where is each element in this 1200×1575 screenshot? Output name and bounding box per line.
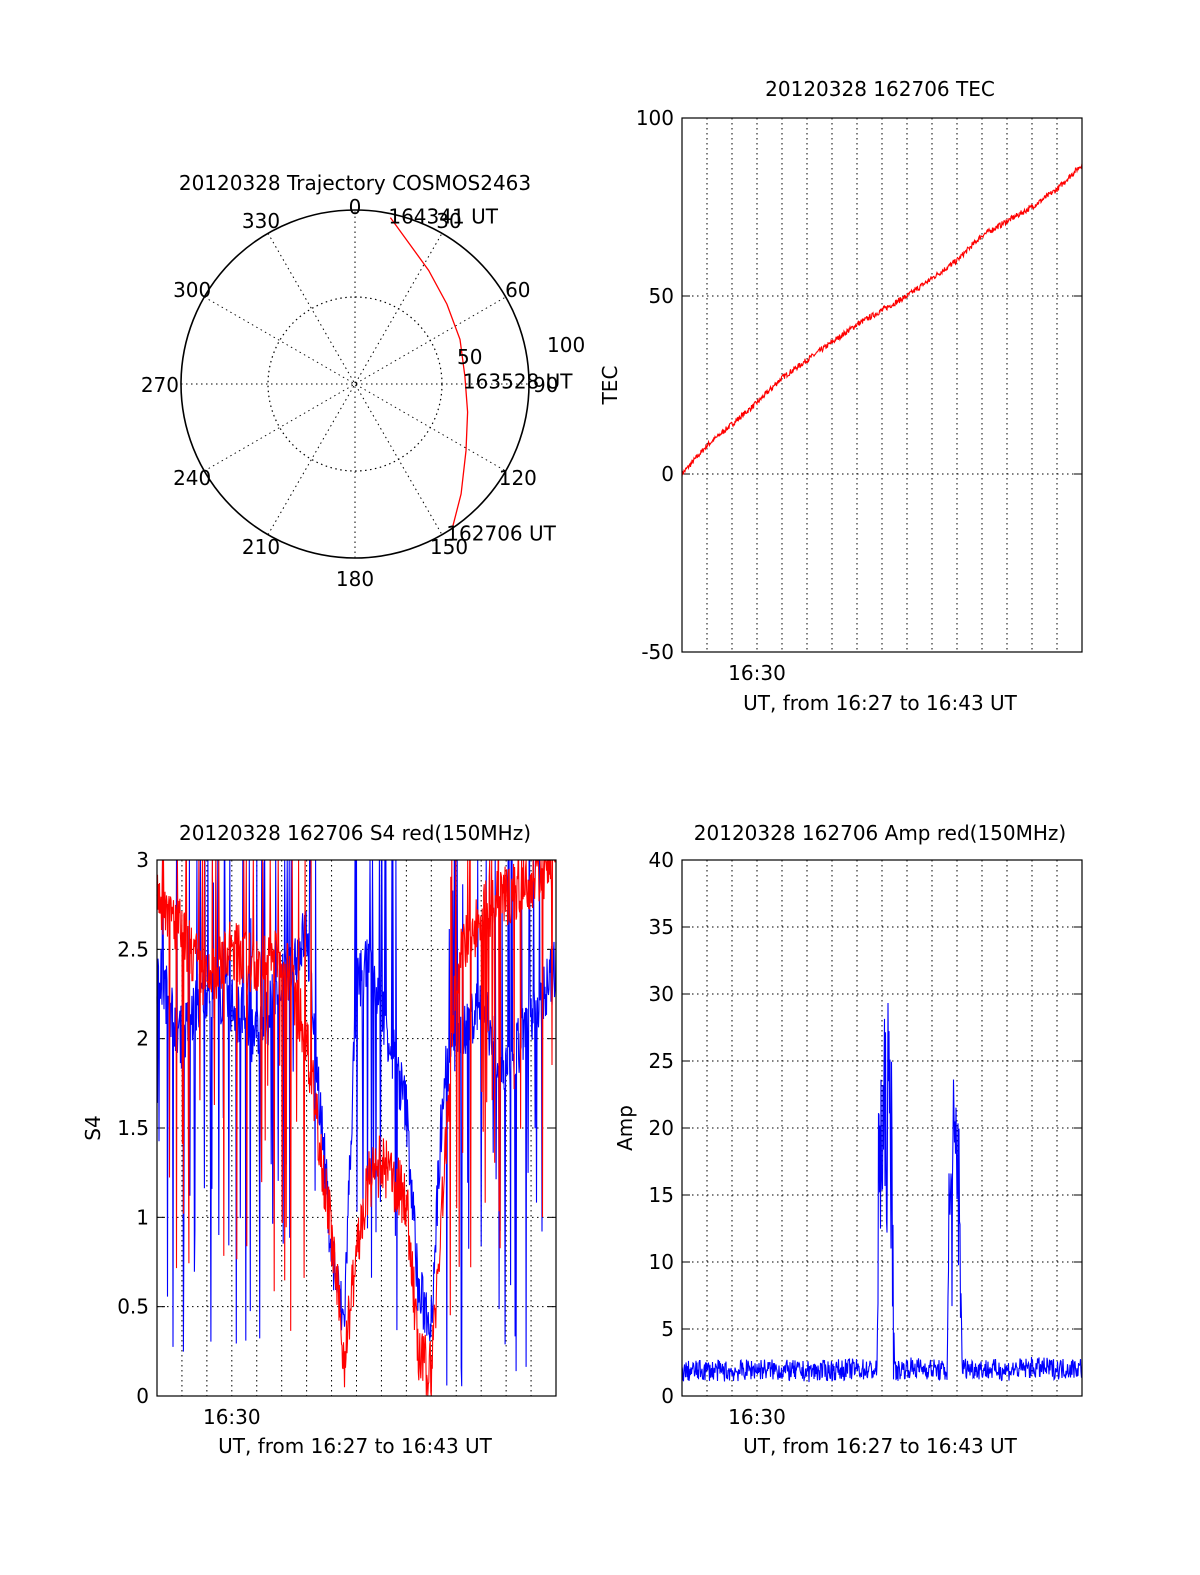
trajectory-middle-label: 163528 UT [463,369,573,393]
azimuth-label-30: 30 [436,209,461,233]
amp-ytick-label: 5 [661,1317,674,1341]
s4-ytick-label: 1 [136,1205,149,1229]
azimuth-label-120: 120 [499,466,537,490]
polar-chart-title: 20120328 Trajectory COSMOS2463 [179,171,531,195]
s4-ytick-label: 2 [136,1027,149,1051]
tec-frame [681,117,1083,653]
s4-series-1 [156,859,557,1397]
s4-y-axis-label: S4 [81,1115,105,1140]
tec-ytick-label: 0 [661,462,674,486]
trajectory-line [389,217,469,529]
s4-x-axis-label: UT, from 16:27 to 16:43 UT [218,1434,493,1458]
azimuth-label-210: 210 [242,535,280,559]
s4-ytick-label: 0.5 [117,1295,149,1319]
radial-label-50: 50 [457,345,482,369]
azimuth-label-180: 180 [336,567,374,591]
s4-chart: 20120328 162706 S4 red(150MHz) 0 0.5 1 1.5 2… [81,821,557,1458]
amp-ytick-label: 30 [649,982,674,1006]
polar-spoke-120 [204,296,506,472]
tec-xtick-label: 16:30 [728,661,786,685]
s4-ytick-label: 2.5 [117,937,149,961]
amp-ytick-label: 35 [649,915,674,939]
amp-chart-title: 20120328 162706 Amp red(150MHz) [694,821,1066,845]
amp-ytick-label: 20 [649,1116,674,1140]
trajectory-start-label: 164341 UT [388,205,498,229]
azimuth-label-150: 150 [430,535,468,559]
amp-series-0 [681,1002,1083,1383]
tec-chart: 20120328 162706 TEC -50 0 50 100 16:30 TEC U… [598,77,1083,715]
tec-x-axis-label: UT, from 16:27 to 16:43 UT [743,691,1018,715]
trajectory-end-label: 162706 UT [446,521,556,545]
polar-trajectory-series [389,217,469,529]
s4-ytick-label: 0 [136,1384,149,1408]
polar-trajectory-chart: 20120328 Trajectory COSMOS2463 0 30 60 90 12… [141,171,585,591]
amp-ytick-label: 10 [649,1250,674,1274]
azimuth-label-240: 240 [173,466,211,490]
amp-x-axis-label: UT, from 16:27 to 16:43 UT [743,1434,1018,1458]
amp-plot-body: 0 5 10 15 20 25 30 35 40 16:30 [649,848,1083,1429]
amp-ytick-label: 25 [649,1049,674,1073]
azimuth-label-270: 270 [141,373,179,397]
amp-xtick-label: 16:30 [728,1405,786,1429]
polar-spoke-150 [267,233,443,535]
s4-chart-title: 20120328 162706 S4 red(150MHz) [179,821,531,845]
azimuth-label-90: 90 [533,373,558,397]
azimuth-label-60: 60 [505,278,530,302]
s4-series-0 [156,859,557,1387]
amp-ytick-label: 0 [661,1384,674,1408]
amp-ytick-label: 40 [649,848,674,872]
azimuth-label-330: 330 [242,209,280,233]
azimuth-label-300: 300 [173,278,211,302]
azimuth-label-0: 0 [349,195,362,219]
amp-chart: 20120328 162706 Amp red(150MHz) 0 5 10 15 20… [613,821,1083,1458]
s4-frame [156,859,557,1397]
tec-ytick-label: 100 [636,106,674,130]
polar-inner-circle [267,296,443,472]
s4-ytick-label: 3 [136,848,149,872]
tec-chart-title: 20120328 162706 TEC [765,77,995,101]
s4-ytick-label: 1.5 [117,1116,149,1140]
amp-ytick-label: 15 [649,1183,674,1207]
s4-xtick-label: 16:30 [203,1405,261,1429]
tec-ytick-label: 50 [649,284,674,308]
radial-label-100: 100 [547,333,585,357]
polar-azimuth-labels: 0 30 60 90 120 150 180 210 240 270 300 330 [141,195,559,591]
amp-y-axis-label: Amp [613,1105,637,1151]
polar-spoke-30 [267,233,443,535]
polar-grid [180,209,530,559]
tec-y-axis-label: TEC [598,366,622,406]
tec-ytick-label: -50 [641,640,674,664]
tec-series-0 [681,163,1083,477]
s4-plot-body: 0 0.5 1 1.5 2 2.5 3 16:30 [117,848,557,1429]
tec-plot-body: -50 0 50 100 16:30 [636,106,1083,685]
amp-frame [681,859,1083,1397]
